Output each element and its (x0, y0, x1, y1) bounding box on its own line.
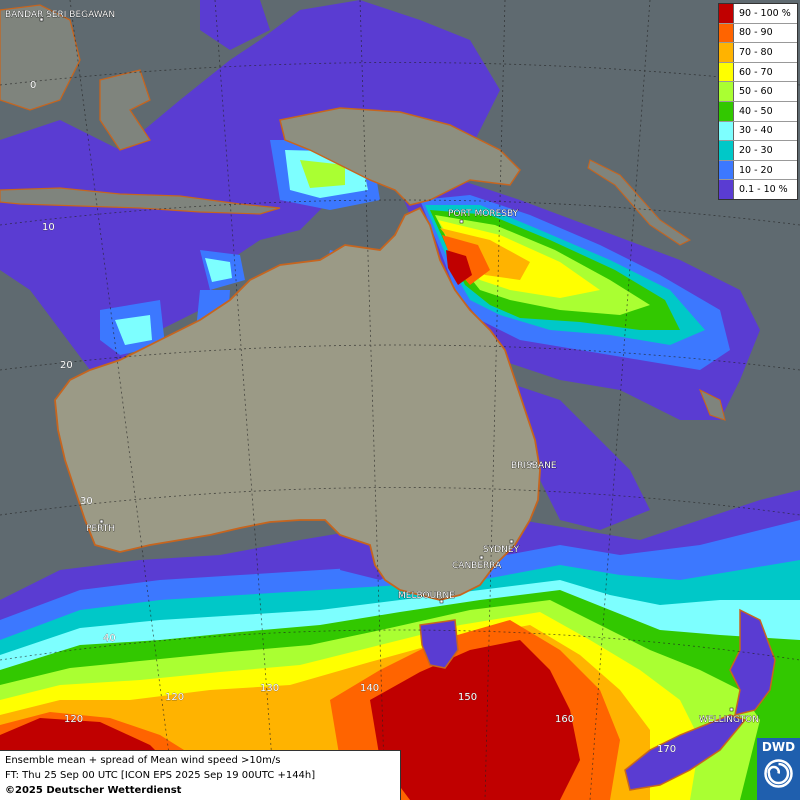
city-label-sydney: SYDNEY (483, 545, 520, 555)
legend-label: 0.1 - 10 % (739, 184, 788, 196)
copyright: ©2025 Deutscher Wetterdienst (5, 785, 182, 796)
legend-row: 60 - 70 (719, 62, 797, 83)
legend-row: 50 - 60 (719, 82, 797, 102)
legend-label: 50 - 60 (739, 86, 773, 98)
lon-label: 130 (260, 683, 279, 694)
legend-label: 90 - 100 % (739, 7, 791, 19)
lon-label: 170 (657, 744, 676, 755)
lon-label: 160 (555, 714, 574, 725)
nz-north-island (729, 608, 776, 717)
legend-swatch (719, 141, 734, 160)
legend-label: 10 - 20 (739, 164, 773, 176)
sulawesi-land (99, 69, 152, 151)
lat-label: 120 (64, 714, 83, 725)
city-label-port-moresby: PORT MORESBY (448, 209, 519, 219)
legend-row: 20 - 30 (719, 141, 797, 161)
city-label-brisbane: BRISBANE (511, 461, 557, 471)
legend-swatch (719, 121, 734, 141)
australia-land (54, 206, 541, 601)
legend-swatch (719, 160, 734, 180)
legend-row: 90 - 100 % (719, 4, 797, 24)
city-label-bandar-seri-begawan: BANDAR SERI BEGAWAN (5, 10, 115, 20)
legend-label: 70 - 80 (739, 46, 773, 58)
legend-row: 40 - 50 (719, 101, 797, 122)
lat-label: 10 (42, 222, 55, 233)
dwd-logo-text: DWD (761, 740, 796, 754)
dwd-logo: DWD (757, 738, 800, 800)
new-guinea-land (279, 107, 521, 206)
legend-label: 40 - 50 (739, 105, 773, 117)
lat-label: 0 (30, 80, 36, 91)
city-label-melbourne: MELBOURNE (398, 591, 455, 601)
legend-row: 30 - 40 (719, 121, 797, 142)
city-label-wellington: WELLINGTON (699, 715, 759, 725)
lon-label: 140 (360, 683, 379, 694)
lon-label: 150 (458, 692, 477, 703)
forecast-time: FT: Thu 25 Sep 00 UTC [ICON EPS 2025 Sep… (5, 770, 316, 781)
legend-label: 20 - 30 (739, 144, 773, 156)
indonesia-islands (0, 187, 281, 215)
tasmania-land (419, 619, 459, 669)
lon-label: 120 (165, 692, 184, 703)
info-box: Ensemble mean + spread of Mean wind spee… (0, 750, 401, 800)
legend-swatch (719, 23, 734, 43)
legend-swatch (719, 43, 734, 62)
lat-label: 30 (80, 496, 93, 507)
borneo-land (0, 4, 81, 111)
city-label-canberra: CANBERRA (452, 561, 502, 571)
legend-swatch (719, 62, 734, 82)
legend-swatch (719, 82, 734, 101)
lat-label: 20 (60, 360, 73, 371)
lat-label: 40 (103, 633, 116, 644)
city-markers (39, 17, 734, 712)
nz-south-island (624, 714, 747, 791)
legend-swatch (719, 4, 734, 23)
dwd-swirl-icon (764, 759, 793, 788)
legend-row: 0.1 - 10 % (719, 180, 797, 199)
city-label-perth: PERTH (86, 524, 115, 534)
legend-row: 10 - 20 (719, 160, 797, 181)
info-title: Ensemble mean + spread of Mean wind spee… (5, 755, 281, 766)
legend-label: 80 - 90 (739, 27, 773, 39)
legend-swatch (719, 180, 734, 199)
legend-row: 70 - 80 (719, 43, 797, 63)
legend-label: 60 - 70 (739, 66, 773, 78)
probability-legend: 90 - 100 % 80 - 90 70 - 80 60 - 70 50 - 60 40… (718, 3, 798, 200)
legend-swatch (719, 101, 734, 121)
pacific-islands (587, 159, 726, 421)
legend-row: 80 - 90 (719, 23, 797, 44)
legend-label: 30 - 40 (739, 125, 773, 137)
